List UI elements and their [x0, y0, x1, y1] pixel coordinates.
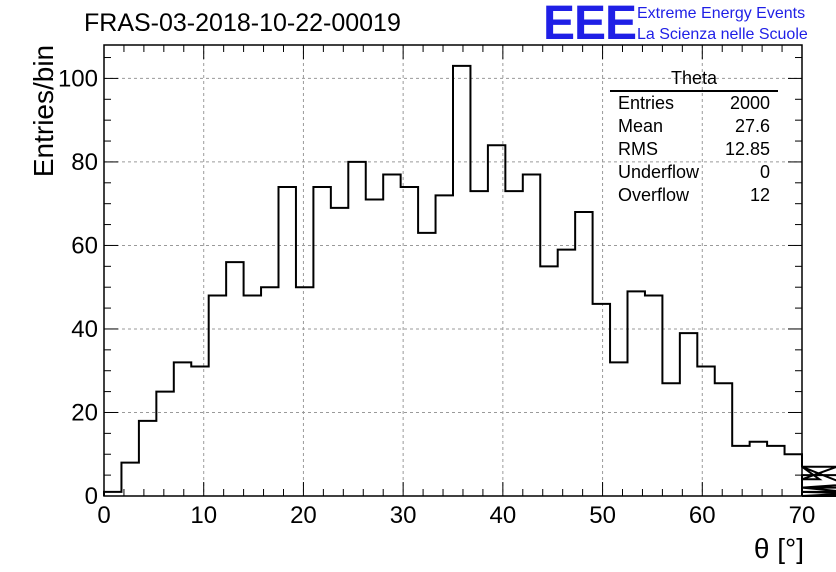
plot-frame: [103, 44, 803, 497]
stats-row-underflow: Underflow 0: [610, 161, 778, 184]
x-tick-label: 20: [290, 502, 317, 529]
histogram-bin: [732, 446, 749, 496]
histogram-bin: [488, 145, 505, 496]
x-tick-label: 30: [390, 502, 417, 529]
y-axis-label: Entries/bin: [28, 44, 59, 178]
histogram-bin: [331, 208, 348, 496]
histogram-bin: [558, 250, 575, 496]
stats-label: Entries: [618, 93, 675, 113]
stats-row-mean: Mean 27.6: [610, 115, 778, 138]
histogram-bin: [244, 296, 261, 496]
y-tick-label: 60: [71, 232, 98, 259]
stats-value: 2000: [729, 93, 770, 113]
histogram-bin: [156, 392, 173, 496]
histogram-bin: [610, 362, 627, 496]
stats-value: 27.6: [734, 116, 770, 136]
histogram-bin: [401, 187, 418, 496]
stats-row-overflow: Overflow 12: [610, 184, 778, 207]
chart-title: FRAS-03-2018-10-22-00019: [84, 9, 401, 37]
histogram-bin: [593, 304, 610, 496]
histogram-bin: [767, 446, 784, 496]
x-tick-label: 40: [490, 502, 517, 529]
stats-value: 12: [749, 185, 770, 205]
stats-title: Theta: [610, 68, 778, 92]
histogram-bin: [523, 174, 540, 496]
histogram-bin: [750, 442, 767, 496]
histogram-bin: [418, 233, 435, 496]
stats-value: 0: [759, 162, 770, 182]
histogram-bin: [453, 66, 470, 496]
stats-row-rms: RMS 12.85: [610, 138, 778, 161]
histogram-bin: [261, 287, 278, 496]
stats-row-entries: Entries 2000: [610, 92, 778, 115]
histogram-bin: [697, 367, 714, 496]
histogram-bin: [139, 421, 156, 496]
histogram-bin: [348, 162, 365, 496]
y-tick-label: 0: [85, 483, 98, 510]
y-tick-label: 20: [71, 399, 98, 426]
histogram-bin: [645, 296, 662, 496]
axis-ticks: [103, 45, 803, 497]
tick-labels: 0 10 20 30 40 50 60 70 0 20 40 60 80 100: [58, 65, 815, 529]
histogram-bin: [313, 187, 330, 496]
histogram-bin: [628, 291, 645, 496]
stats-label: Mean: [618, 116, 664, 136]
histogram-bin: [680, 333, 697, 496]
stats-box: Theta Entries 2000 Mean 27.6 RMS 12.85 Unde…: [610, 68, 778, 207]
y-tick-label: 100: [58, 65, 98, 92]
histogram-bin: [715, 383, 732, 496]
eee-logo: EEE: [543, 0, 637, 50]
histogram-bin: [436, 195, 453, 496]
histogram-bin: [366, 200, 383, 496]
histogram-bin: [279, 187, 296, 496]
x-axis-label: θ [°]: [753, 533, 804, 564]
histogram-bin: [470, 191, 487, 496]
y-tick-label: 40: [71, 316, 98, 343]
histogram-bin: [296, 287, 313, 496]
y-tick-label: 80: [71, 149, 98, 176]
x-tick-label: 60: [689, 502, 716, 529]
logo-line2: La Scienza nelle Scuole: [637, 26, 808, 43]
stats-value: 12.85: [724, 139, 770, 159]
x-tick-label: 50: [589, 502, 616, 529]
histogram-bin: [505, 191, 522, 496]
histogram-bin: [209, 296, 226, 496]
histogram-bin: [191, 367, 208, 496]
x-tick-label: 70: [789, 502, 816, 529]
histogram-bin: [383, 174, 400, 496]
stats-label: RMS: [618, 139, 658, 159]
stats-label: Underflow: [618, 162, 700, 182]
x-tick-label: 10: [190, 502, 217, 529]
histogram-bin: [662, 383, 679, 496]
histogram-bin: [226, 262, 243, 496]
x-tick-label: 0: [97, 502, 110, 529]
logo-caption: Extreme Energy Events La Scienza nelle S…: [637, 3, 808, 45]
logo-line1: Extreme Energy Events: [637, 5, 806, 22]
histogram-bin: [540, 266, 557, 496]
stats-label: Overflow: [618, 185, 690, 205]
histogram-bin: [174, 362, 191, 496]
histogram-bin: [575, 212, 592, 496]
